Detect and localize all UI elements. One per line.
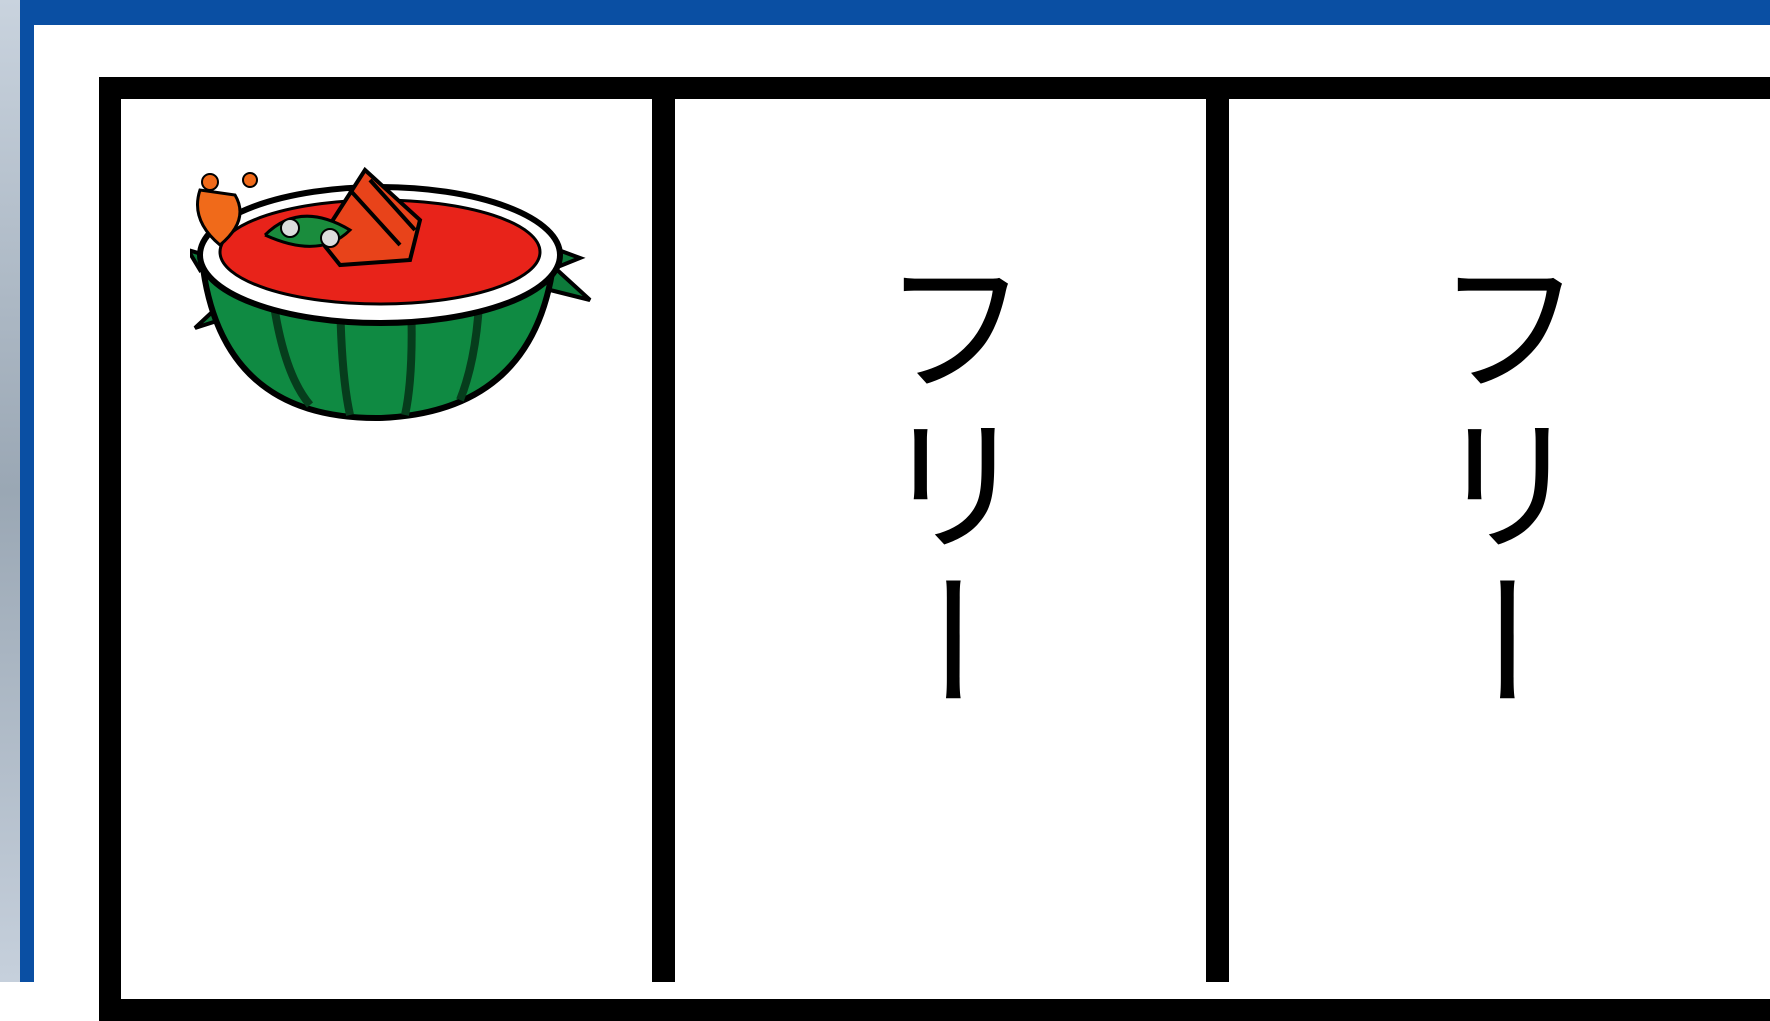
watermelon-symbol	[190, 166, 592, 422]
reel-divider	[652, 77, 675, 982]
frame-top	[20, 0, 1770, 25]
reel-divider	[1206, 77, 1229, 982]
reel-text: フリー	[854, 250, 1028, 724]
frame-left	[20, 0, 34, 982]
background-edge	[0, 0, 20, 982]
reel-text: フリー	[1408, 250, 1582, 724]
